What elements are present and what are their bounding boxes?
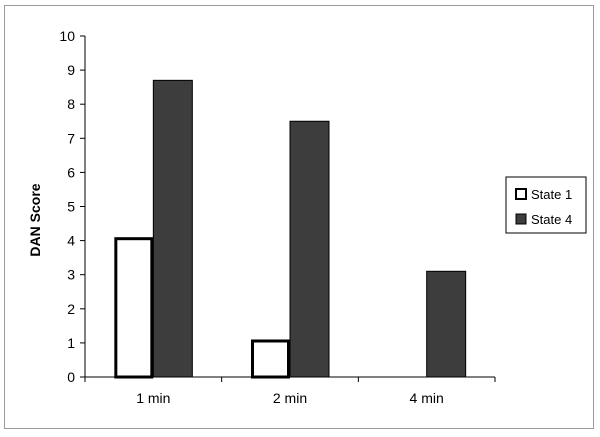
y-tick-label: 7 <box>67 130 75 146</box>
y-tick-label: 8 <box>67 96 75 112</box>
y-tick-label: 2 <box>67 301 75 317</box>
bar-state-4 <box>152 79 193 378</box>
y-tick-label: 4 <box>67 233 75 249</box>
legend-swatch <box>515 188 527 200</box>
legend-label: State 4 <box>531 212 572 227</box>
x-tick-label: 2 min <box>273 390 307 406</box>
y-tick-label: 10 <box>59 28 75 44</box>
y-tick-label: 9 <box>67 62 75 78</box>
y-axis-title: DAN Score <box>27 183 43 256</box>
y-tick-label: 5 <box>67 199 75 215</box>
x-tick-label: 1 min <box>136 390 170 406</box>
y-tick-label: 0 <box>67 369 75 385</box>
bar-state-1 <box>251 339 290 379</box>
legend-label: State 1 <box>531 187 572 202</box>
legend-box <box>505 176 587 234</box>
y-tick-label: 3 <box>67 267 75 283</box>
bar-state-4 <box>289 120 330 378</box>
bar-state-1 <box>114 237 154 379</box>
y-tick-label: 1 <box>67 335 75 351</box>
x-tick-label: 4 min <box>410 390 444 406</box>
y-tick-label: 6 <box>67 164 75 180</box>
plot-area: 0 1 2 3 4 5 6 7 8 9 10 1 min 2 min 4 min <box>59 28 496 406</box>
bar-state-4 <box>426 270 467 378</box>
legend: State 1 State 4 <box>505 176 587 234</box>
legend-swatch <box>515 213 527 225</box>
